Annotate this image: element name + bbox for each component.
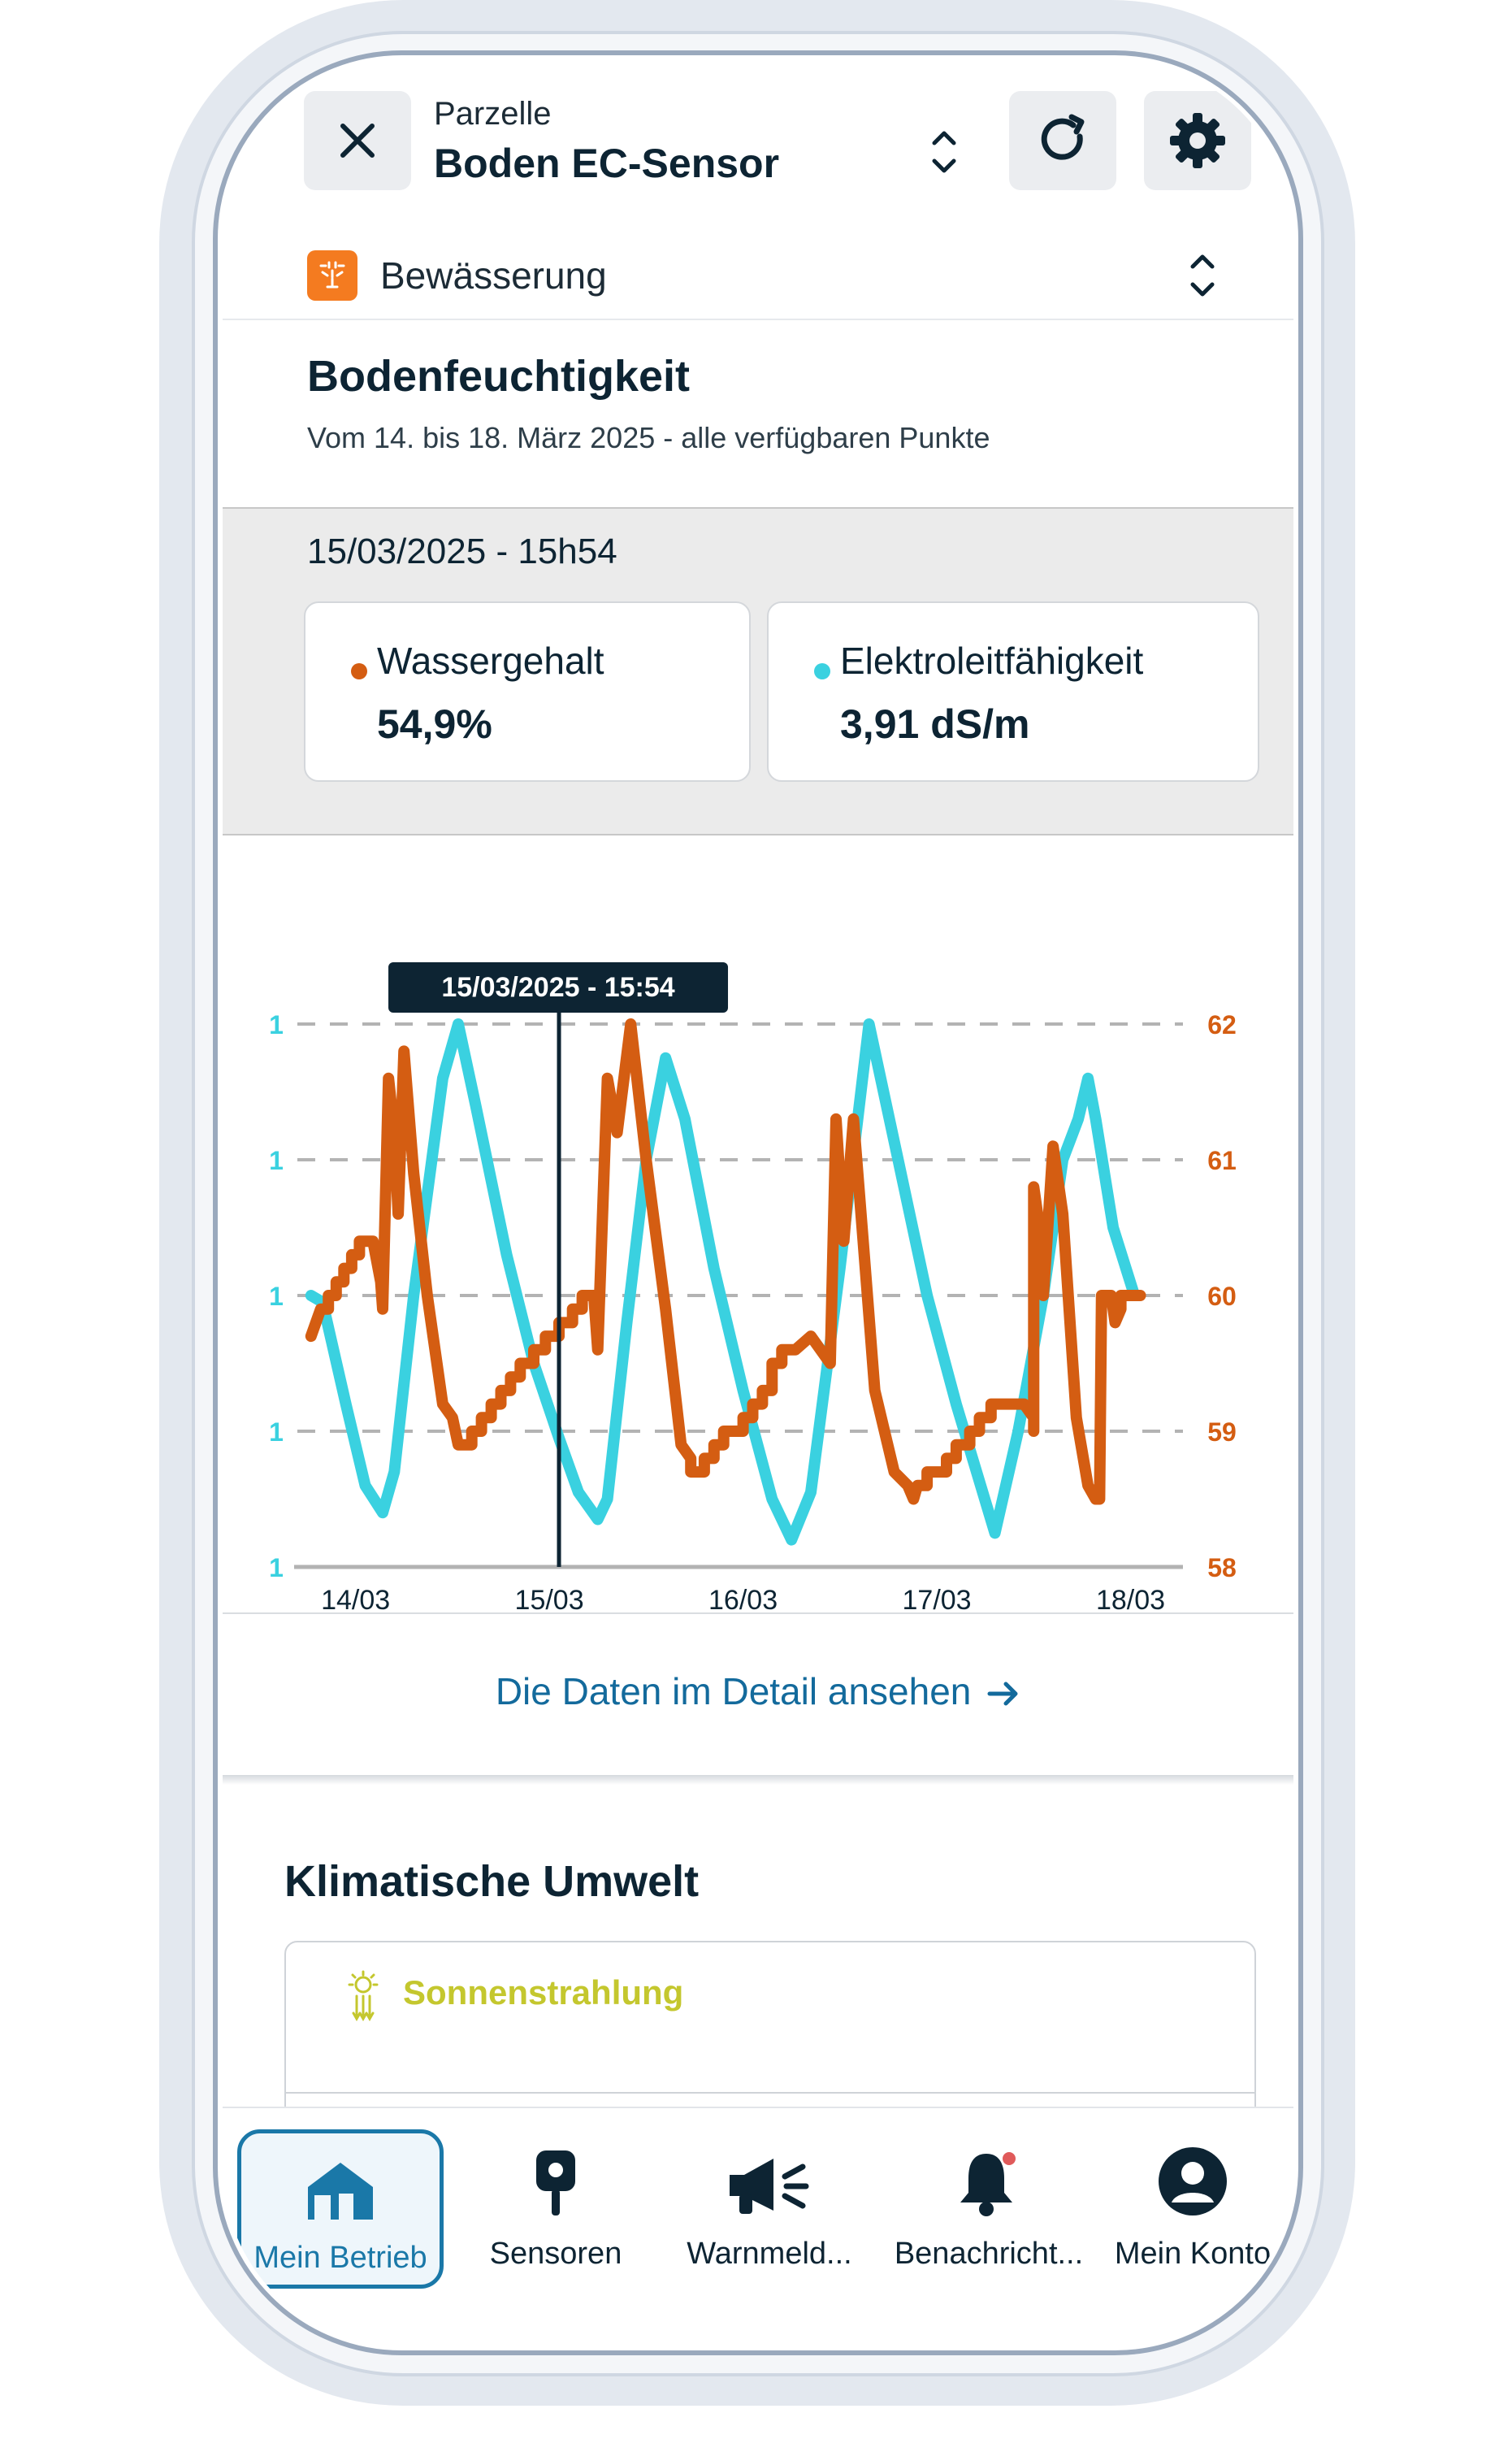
left-axis-tick: 1 — [269, 1146, 284, 1175]
nav-label: Sensoren — [489, 2237, 622, 2271]
right-axis-tick: 62 — [1207, 1010, 1237, 1039]
refresh-button[interactable] — [1009, 91, 1116, 190]
nav-item-mein-betrieb[interactable]: Mein Betrieb — [237, 2129, 444, 2289]
nav-item-benachrichtigungen[interactable]: Benachricht... — [879, 2129, 1098, 2289]
close-button[interactable] — [304, 91, 411, 190]
nav-label: Mein Konto — [1114, 2237, 1272, 2271]
water-content-value: 54,9% — [377, 701, 492, 747]
right-axis-tick: 60 — [1207, 1282, 1237, 1311]
x-axis-tick: 18/03 — [1096, 1585, 1165, 1611]
irrigation-icon — [307, 250, 357, 301]
app-screen: Parzelle Boden EC-Sensor — [223, 59, 1293, 2347]
climate-card-divider — [286, 2092, 1254, 2094]
chart-tooltip — [388, 962, 729, 1013]
farm-icon — [308, 2163, 373, 2220]
field-label: Parzelle — [434, 96, 552, 132]
nav-label: Mein Betrieb — [253, 2241, 427, 2275]
readout-date: 15/03/2025 - 15h54 — [307, 532, 617, 571]
right-axis-tick: 59 — [1207, 1417, 1237, 1447]
x-axis-tick: 16/03 — [708, 1585, 778, 1611]
x-axis-tick: 14/03 — [321, 1585, 390, 1611]
climate-item-label[interactable]: Sonnenstrahlung — [403, 1973, 684, 2012]
category-label: Bewässerung — [380, 254, 607, 297]
nav-item-sensoren[interactable]: Sensoren — [458, 2129, 653, 2289]
section-subtitle: Vom 14. bis 18. März 2025 - alle verfügb… — [307, 421, 990, 454]
sun-radiation-icon — [343, 1944, 383, 2050]
conductivity-card: Elektroleitfähigkeit 3,91 dS/m — [767, 601, 1259, 782]
nav-label: Benachricht... — [894, 2237, 1084, 2271]
climate-section-title: Klimatische Umwelt — [284, 1857, 700, 1906]
left-axis-tick: 1 — [269, 1282, 284, 1311]
left-axis-tick: 1 — [269, 1010, 284, 1039]
left-axis-tick: 1 — [269, 1417, 284, 1447]
nav-label: Warnmeld... — [687, 2237, 852, 2271]
detail-link[interactable]: Die Daten im Detail ansehen — [223, 1669, 1293, 1713]
chart-area[interactable]: 1 62 1 61 1 60 1 59 1 58 14/03 15/03 16/03 17/03 18/03… — [223, 888, 1293, 1616]
arrow-right-icon — [987, 1682, 1018, 1706]
series-line-conductivity — [305, 1018, 1141, 1546]
left-axis-tick: 1 — [269, 1553, 284, 1582]
chart-tooltip-label: 15/03/2025 - 15:54 — [441, 972, 674, 1003]
conductivity-value: 3,91 dS/m — [840, 701, 1030, 747]
bell-icon — [960, 2152, 1016, 2216]
conductivity-label: Elektroleitfähigkeit — [840, 640, 1144, 682]
section-title: Bodenfeuchtigkeit — [307, 352, 691, 401]
account-icon — [1159, 2147, 1227, 2215]
section-divider — [223, 1775, 1293, 1785]
category-row[interactable] — [223, 221, 1293, 320]
field-selector-chevrons[interactable] — [928, 124, 960, 184]
refresh-icon — [1041, 114, 1085, 160]
close-icon — [340, 124, 375, 158]
settings-button[interactable] — [1144, 91, 1251, 190]
right-axis-tick: 58 — [1207, 1553, 1237, 1582]
right-axis-tick: 61 — [1207, 1146, 1237, 1175]
category-selector-chevrons[interactable] — [1186, 247, 1219, 308]
sensor-icon — [536, 2150, 575, 2215]
detail-section — [223, 1612, 1293, 1777]
field-selector[interactable]: Boden EC-Sensor — [434, 141, 780, 186]
chevron-updown-icon — [932, 131, 956, 173]
nav-item-mein-konto[interactable]: Mein Konto — [1103, 2129, 1282, 2289]
gear-icon — [1170, 113, 1225, 168]
conductivity-dot — [814, 663, 830, 679]
megaphone-icon — [730, 2159, 809, 2214]
soil-chart[interactable]: 1 62 1 61 1 60 1 59 1 58 14/03 15/03 16/03 17/03 18/03… — [223, 888, 1293, 1616]
chevron-updown-icon — [1190, 254, 1215, 297]
detail-link-label: Die Daten im Detail ansehen — [495, 1670, 972, 1712]
nav-item-warnmeldungen[interactable]: Warnmeld... — [668, 2129, 871, 2289]
water-content-dot — [351, 663, 367, 679]
x-axis-tick: 17/03 — [903, 1585, 972, 1611]
x-axis-tick: 15/03 — [515, 1585, 584, 1611]
water-content-label: Wassergehalt — [377, 640, 604, 682]
water-content-card: Wassergehalt 54,9% — [304, 601, 751, 782]
series-line-water-content — [305, 1018, 1146, 1505]
